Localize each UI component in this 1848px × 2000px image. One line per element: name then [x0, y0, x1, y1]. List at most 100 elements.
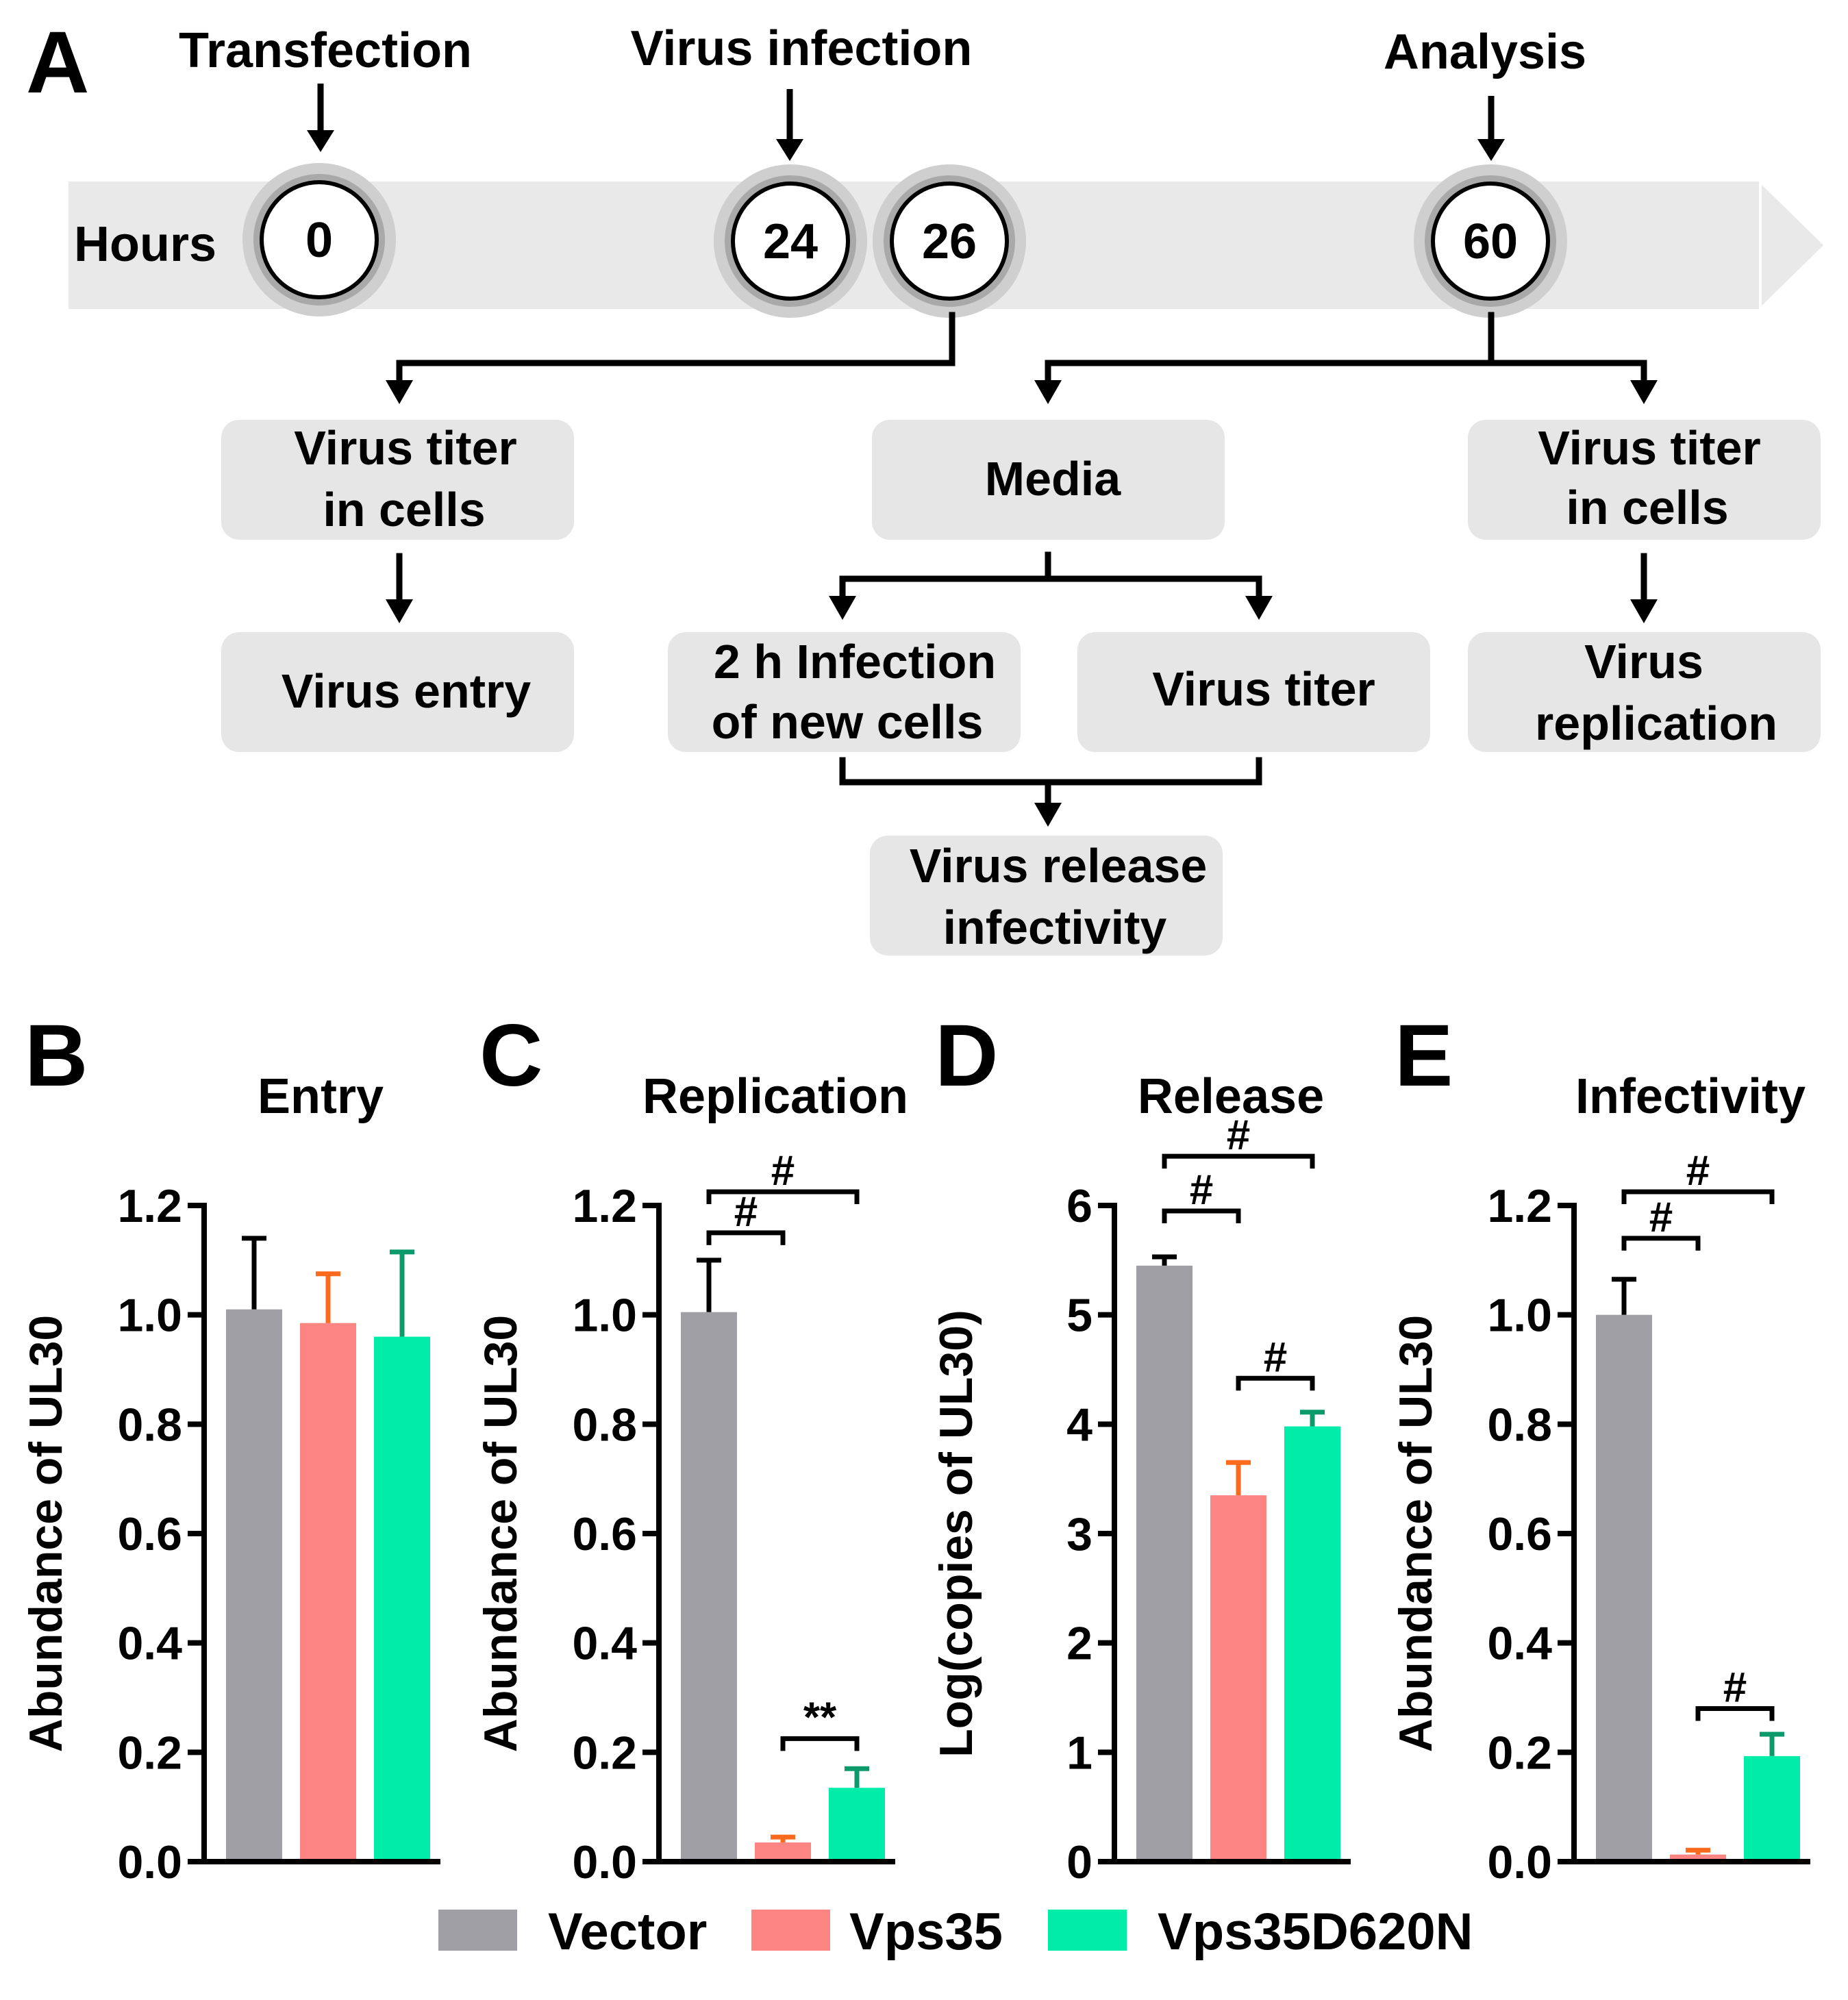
- y-tick-label-d-4: 4: [1066, 1399, 1092, 1451]
- bar-c-vector: [681, 1312, 737, 1862]
- bar-charts: B Entry Abundance of UL30 0.0 0.2 0.4 0.6 0.8 1.…: [20, 1007, 1810, 1888]
- box-virus-replication-line2: replication: [1535, 697, 1777, 750]
- y-tick-label-e-1: 0.2: [1487, 1727, 1552, 1779]
- significance-label-d-2: #: [1264, 1334, 1287, 1381]
- significance-bracket-d-2: [1236, 1375, 1315, 1391]
- hour-value-0: 0: [305, 213, 333, 268]
- bar-e-vps35d620n: [1744, 1755, 1800, 1862]
- significance-label-d-0: #: [1227, 1112, 1250, 1159]
- flow-connectors: [396, 312, 1647, 810]
- significance-bracket-d-0: [1162, 1153, 1315, 1169]
- panel-label-e: E: [1395, 1007, 1453, 1105]
- significance-label-e-1: #: [1649, 1194, 1673, 1241]
- hour-value-60: 60: [1463, 214, 1518, 269]
- y-tick-label-e-4: 0.8: [1487, 1399, 1552, 1451]
- box-virus-titer-60h-line1: Virus titer: [1538, 421, 1761, 475]
- box-infection-new-cells-line2: of new cells: [712, 695, 984, 749]
- legend-swatch-vector: [438, 1910, 517, 1951]
- bar-d-vps35d620n: [1284, 1426, 1340, 1862]
- hour-circle-0: 0: [242, 163, 396, 316]
- y-tick-label-b-5: 1.0: [117, 1290, 182, 1342]
- chart-panel-d: D Release Log(copies of UL30) 0 1 2 3 4 5 6 # # #: [930, 1007, 1351, 1888]
- y-axis-label-d: Log(copies of UL30): [930, 1310, 982, 1758]
- y-tick-label-c-6: 1.2: [572, 1180, 637, 1232]
- significance-bracket-e-2: [1695, 1705, 1775, 1721]
- event-label-virus-infection: Virus infection: [631, 21, 973, 76]
- y-tick-label-b-3: 0.6: [117, 1508, 182, 1560]
- event-label-analysis: Analysis: [1384, 25, 1586, 79]
- significance-bracket-c-1: [706, 1230, 786, 1245]
- box-virus-entry: Virus entry: [221, 632, 574, 752]
- y-tick-label-c-5: 1.0: [572, 1290, 637, 1342]
- box-infection-new-cells: 2 h Infection of new cells: [668, 632, 1021, 752]
- y-tick-label-e-5: 1.0: [1487, 1290, 1552, 1342]
- box-virus-titer-26h-line1: Virus titer: [294, 421, 517, 475]
- significance-label-c-1: #: [734, 1188, 758, 1236]
- panel-label-b: B: [25, 1007, 88, 1105]
- bar-d-vector: [1136, 1265, 1193, 1862]
- box-media: Media: [872, 420, 1225, 540]
- legend: Vector Vps35 Vps35D620N: [438, 1903, 1473, 1961]
- box-virus-entry-line1: Virus entry: [282, 664, 531, 718]
- box-virus-release-line2: infectivity: [943, 901, 1167, 954]
- box-virus-titer-26h: Virus titer in cells: [221, 420, 574, 540]
- y-tick-label-e-6: 1.2: [1487, 1180, 1552, 1232]
- chart-panel-e: E Infectivity Abundance of UL30 0.0 0.2 0.4 0.…: [1390, 1007, 1810, 1888]
- significance-label-c-0: #: [771, 1147, 795, 1195]
- box-virus-release: Virus release infectivity: [870, 836, 1223, 955]
- y-tick-label-c-3: 0.6: [572, 1508, 637, 1560]
- chart-title-e: Infectivity: [1575, 1069, 1806, 1124]
- y-tick-label-e-2: 0.4: [1487, 1618, 1552, 1670]
- significance-bracket-e-1: [1621, 1236, 1701, 1251]
- y-axis-label-e: Abundance of UL30: [1390, 1315, 1442, 1753]
- legend-label-vps35: Vps35: [849, 1903, 1003, 1961]
- significance-bracket-c-0: [706, 1189, 860, 1205]
- hour-value-26: 26: [922, 214, 977, 269]
- chart-panel-b: B Entry Abundance of UL30 0.0 0.2 0.4 0.6 0.8 1.…: [20, 1007, 440, 1888]
- box-virus-titer-line1: Virus titer: [1152, 662, 1375, 716]
- bar-e-vps35: [1670, 1854, 1726, 1862]
- box-infection-new-cells-line1: 2 h Infection: [714, 635, 996, 688]
- bar-b-vps35: [300, 1323, 356, 1862]
- y-tick-label-d-1: 1: [1066, 1727, 1092, 1779]
- timeline-arrow-edge: [1759, 178, 1827, 312]
- chart-title-c: Replication: [642, 1069, 908, 1124]
- y-tick-label-b-6: 1.2: [117, 1180, 182, 1232]
- bar-e-vector: [1596, 1314, 1652, 1862]
- hour-circle-24: 24: [714, 164, 867, 318]
- panel-label-a: A: [26, 14, 89, 112]
- legend-label-vector: Vector: [548, 1903, 707, 1961]
- bar-d-vps35: [1210, 1495, 1266, 1862]
- y-tick-label-d-3: 3: [1066, 1508, 1092, 1560]
- event-label-transfection: Transfection: [179, 23, 472, 78]
- box-virus-release-line1: Virus release: [910, 839, 1208, 892]
- y-tick-label-b-1: 0.2: [117, 1727, 182, 1779]
- significance-label-e-2: #: [1723, 1664, 1747, 1711]
- box-virus-titer-26h-line2: in cells: [323, 483, 485, 536]
- significance-label-e-0: #: [1686, 1147, 1710, 1195]
- y-tick-label-b-2: 0.4: [117, 1618, 182, 1670]
- box-virus-titer: Virus titer: [1077, 632, 1430, 752]
- flow-arrowheads: [386, 380, 1658, 827]
- hour-circle-60: 60: [1414, 164, 1567, 318]
- panel-a: A Hours Transfection Virus infection Ana…: [26, 14, 1827, 955]
- box-virus-titer-60h: Virus titer in cells: [1468, 420, 1821, 540]
- y-tick-label-c-2: 0.4: [572, 1618, 637, 1670]
- hour-circle-26: 26: [873, 164, 1026, 318]
- y-axis-label-b: Abundance of UL30: [20, 1315, 72, 1753]
- bar-b-vector: [226, 1309, 282, 1862]
- significance-bracket-e-0: [1621, 1189, 1775, 1205]
- y-tick-label-d-0: 0: [1066, 1836, 1092, 1888]
- significance-label-d-1: #: [1190, 1166, 1213, 1214]
- box-virus-replication: Virus replication: [1468, 632, 1821, 752]
- y-tick-label-d-5: 5: [1066, 1290, 1092, 1342]
- bar-c-vps35: [755, 1842, 811, 1862]
- legend-swatch-vps35: [751, 1910, 830, 1951]
- bar-c-vps35d620n: [829, 1788, 885, 1862]
- y-tick-label-c-4: 0.8: [572, 1399, 637, 1451]
- box-virus-replication-line1: Virus: [1584, 635, 1703, 688]
- y-tick-label-b-0: 0.0: [117, 1836, 182, 1888]
- y-axis-label-c: Abundance of UL30: [475, 1315, 527, 1753]
- significance-label-c-2: **: [803, 1694, 837, 1741]
